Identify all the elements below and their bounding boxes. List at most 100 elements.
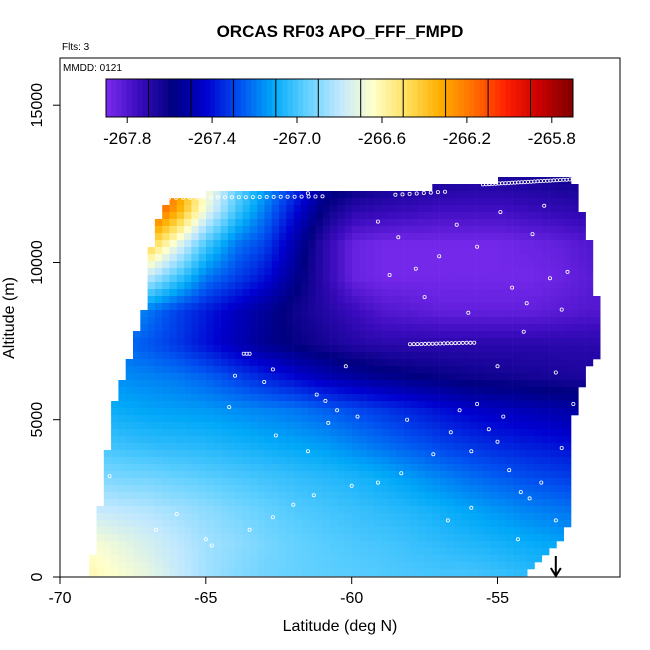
heatmap-cell [206,268,214,276]
heatmap-cell [169,352,178,360]
heatmap-cell [213,478,221,486]
heatmap-cell [169,247,178,255]
heatmap-cell [271,471,280,479]
sample-marker [396,235,401,240]
heatmap-cell [498,499,506,507]
heatmap-cell [432,296,440,304]
sample-marker [326,420,331,425]
heatmap-cell [505,541,513,549]
heatmap-cell [403,191,411,199]
colorbar-swatch [204,79,211,117]
heatmap-cell [410,268,418,276]
heatmap-cell [527,324,535,332]
heatmap-cell [381,471,389,479]
heatmap-cell [446,296,455,304]
heatmap-cell [388,394,397,402]
heatmap-cell [147,359,156,367]
heatmap-cell [322,513,331,521]
heatmap-cell [527,282,535,290]
heatmap-cell [133,492,141,500]
heatmap-cell [563,296,572,304]
heatmap-cell [403,471,411,479]
heatmap-cell [592,352,601,360]
heatmap-cell [461,555,470,563]
heatmap-cell [344,457,353,465]
heatmap-cell [271,282,280,290]
heatmap-cell [425,541,433,549]
heatmap-cell [359,338,367,346]
heatmap-cell [315,548,324,556]
heatmap-cell [388,387,397,395]
heatmap-cell [220,555,229,563]
heatmap-cell [556,464,564,472]
heatmap-cell [206,345,214,353]
heatmap-cell [242,548,251,556]
heatmap-cell [111,450,119,458]
heatmap-cell [468,289,477,297]
heatmap-cell [249,471,258,479]
sample-marker [438,341,443,346]
heatmap-cell [103,485,112,493]
heatmap-cell [432,303,440,311]
heatmap-cell [512,254,521,262]
heatmap-cell [476,233,484,241]
heatmap-cell [425,359,433,367]
heatmap-cell [381,240,389,248]
heatmap-cell [293,324,302,332]
heatmap-cell [432,555,440,563]
heatmap-cell [490,191,499,199]
heatmap-cell [330,394,338,402]
heatmap-cell [410,359,418,367]
heatmap-cell [286,492,294,500]
heatmap-cell [315,457,324,465]
heatmap-cell [162,394,170,402]
heatmap-cell [264,352,272,360]
heatmap-cell [344,282,353,290]
sample-marker [501,414,506,419]
colorbar-swatch [235,79,242,117]
heatmap-cell [330,569,338,577]
heatmap-cell [337,436,345,444]
heatmap-cell [140,527,148,535]
heatmap-cell [206,464,214,472]
heatmap-cell [352,205,360,213]
heatmap-cell [286,415,294,423]
heatmap-cell [556,401,564,409]
heatmap-cell [308,422,316,430]
heatmap-cell [279,443,287,451]
heatmap-cell [133,548,141,556]
colorbar-swatch [142,79,148,117]
heatmap-cell [549,429,557,437]
heatmap-cell [417,345,426,353]
heatmap-cell [198,233,207,241]
heatmap-cell [563,492,572,500]
heatmap-cell [359,534,367,542]
heatmap-cell [257,450,265,458]
heatmap-cell [439,352,448,360]
heatmap-cell [293,240,302,248]
colorbar-swatch [308,79,314,117]
heatmap-cell [162,443,170,451]
heatmap-cell [366,289,375,297]
heatmap-cell [300,415,309,423]
heatmap-cell [169,219,178,227]
heatmap-cell [454,513,462,521]
heatmap-cell [344,401,353,409]
heatmap-cell [534,443,543,451]
arrow-marker [549,556,562,578]
heatmap-cell [512,310,521,318]
heatmap-cell [512,345,521,353]
heatmap-cell [264,247,272,255]
heatmap-cell [571,289,579,297]
heatmap-cell [432,324,440,332]
heatmap-cell [169,233,178,241]
heatmap-cell [549,317,557,325]
heatmap-cell [300,240,309,248]
heatmap-cell [133,450,141,458]
colorbar-tick-label: -265.8 [528,129,576,148]
heatmap-cell [461,492,470,500]
heatmap-cell [381,275,389,283]
heatmap-cell [176,569,185,577]
heatmap-cell [563,520,572,528]
heatmap-cell [432,562,440,570]
